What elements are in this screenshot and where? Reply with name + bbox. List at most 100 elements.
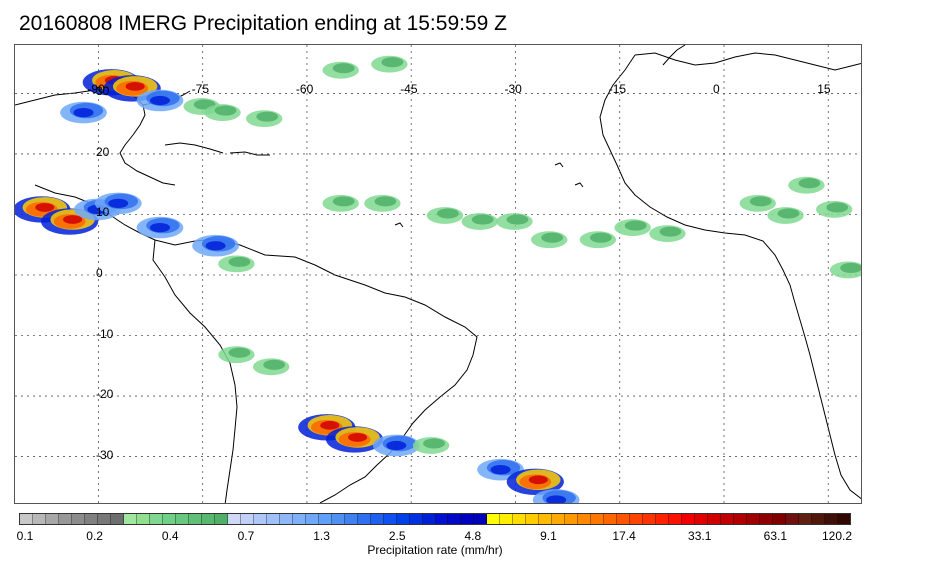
- precip-cell: [649, 225, 686, 243]
- colorbar-swatch: [396, 514, 410, 524]
- colorbar-swatch: [539, 514, 553, 524]
- colorbar-tick-label: 33.1: [688, 529, 712, 543]
- colorbar-swatch: [84, 514, 98, 524]
- colorbar-swatch: [318, 514, 332, 524]
- precip-cell: [103, 75, 161, 102]
- colorbar-swatch: [292, 514, 306, 524]
- precip-cell: [252, 358, 290, 376]
- precipitation-cells: [15, 55, 861, 503]
- colorbar-swatch: [175, 514, 189, 524]
- map-title: 20160808 IMERG Precipitation ending at 1…: [19, 12, 507, 35]
- colorbar-swatch: [799, 514, 813, 524]
- colorbar-swatch: [604, 514, 618, 524]
- colorbar-swatch: [370, 514, 384, 524]
- colorbar-swatch: [110, 514, 124, 524]
- colorbar-swatch: [227, 514, 241, 524]
- colorbar-swatch: [526, 514, 540, 524]
- colorbar-swatch: [331, 514, 345, 524]
- colorbar-tick-label: 0.2: [86, 529, 103, 543]
- colorbar-swatch: [214, 514, 228, 524]
- colorbar-swatch: [786, 514, 800, 524]
- colorbar-swatch: [448, 514, 462, 524]
- precip-cell: [426, 207, 464, 224]
- map-canvas: [15, 45, 861, 503]
- precip-cell: [372, 434, 420, 457]
- precip-cell: [461, 213, 498, 230]
- colorbar-swatch: [45, 514, 59, 524]
- colorbar-swatch: [357, 514, 371, 524]
- precip-cell: [94, 192, 142, 215]
- precip-cell: [371, 55, 408, 73]
- precip-cell: [532, 489, 580, 503]
- precip-cell: [767, 207, 804, 224]
- colorbar-swatch: [565, 514, 579, 524]
- colorbar-tick-label: 1.3: [313, 529, 330, 543]
- precip-cell: [218, 346, 255, 364]
- colorbar-tick-label: 9.1: [540, 529, 557, 543]
- precip-cell: [364, 194, 401, 212]
- colorbar-swatch: [682, 514, 696, 524]
- colorbar-tick-label: 63.1: [763, 529, 788, 543]
- colorbar-swatch: [656, 514, 670, 524]
- colorbar-swatch: [201, 514, 215, 524]
- colorbar-swatch: [513, 514, 527, 524]
- precip-cell: [60, 101, 107, 124]
- precip-cell: [136, 216, 184, 239]
- colorbar-swatch: [747, 514, 761, 524]
- precip-cell: [739, 194, 776, 212]
- precip-cell: [192, 234, 239, 257]
- lat-lon-grid: [15, 45, 861, 503]
- colorbar-swatch: [188, 514, 202, 524]
- colorbar-swatch: [669, 514, 683, 524]
- colorbar-tick-label: 120.2: [821, 529, 853, 543]
- longitude-label: -75: [191, 82, 210, 96]
- precip-cell: [531, 231, 568, 249]
- colorbar-swatch: [123, 514, 137, 524]
- colorbar-swatch: [825, 514, 839, 524]
- coastlines: [15, 45, 861, 503]
- colorbar-swatch: [695, 514, 709, 524]
- precip-cell: [218, 255, 255, 273]
- colorbar-tick-label: 0.4: [161, 529, 179, 543]
- colorbar-swatch: [591, 514, 605, 524]
- precip-cell: [829, 261, 861, 279]
- latitude-label: 30: [96, 84, 110, 99]
- precip-cell: [325, 426, 384, 453]
- colorbar-swatch: [422, 514, 436, 524]
- latitude-label: 20: [96, 144, 110, 159]
- colorbar-swatch: [20, 514, 33, 524]
- colorbar-swatch: [552, 514, 566, 524]
- colorbar-swatch: [409, 514, 423, 524]
- colorbar-swatch: [812, 514, 826, 524]
- colorbar-swatch: [71, 514, 85, 524]
- colorbar-swatch: [643, 514, 657, 524]
- longitude-label: -30: [504, 82, 522, 96]
- precip-cell: [322, 61, 359, 79]
- precipitation-map[interactable]: [14, 44, 862, 504]
- precip-cell: [614, 219, 651, 236]
- colorbar-swatch: [617, 514, 631, 524]
- precip-cell: [322, 194, 359, 212]
- colorbar-tick-label: 2.5: [388, 529, 406, 543]
- colorbar-swatch: [97, 514, 111, 524]
- colorbar-swatch: [32, 514, 46, 524]
- colorbar-swatch: [734, 514, 748, 524]
- colorbar-label: Precipitation rate (mm/hr): [367, 543, 503, 557]
- colorbar-swatch: [773, 514, 787, 524]
- colorbar-swatch: [435, 514, 449, 524]
- colorbar-swatch: [136, 514, 150, 524]
- precip-cell: [204, 104, 241, 121]
- colorbar-swatch: [279, 514, 293, 524]
- colorbar-tick-label: 4.8: [464, 529, 482, 543]
- colorbar-swatch: [708, 514, 722, 524]
- colorbar-swatch: [760, 514, 774, 524]
- colorbar-tick-label: 0.1: [16, 529, 34, 543]
- longitude-label: 0: [712, 82, 720, 96]
- precip-cell: [136, 89, 184, 112]
- colorbar-swatch: [461, 514, 475, 524]
- colorbar-swatch: [305, 514, 319, 524]
- precip-cell: [815, 201, 853, 218]
- longitude-label: -90: [87, 82, 105, 96]
- precip-cell: [412, 437, 450, 454]
- colorbar-swatch: [240, 514, 254, 524]
